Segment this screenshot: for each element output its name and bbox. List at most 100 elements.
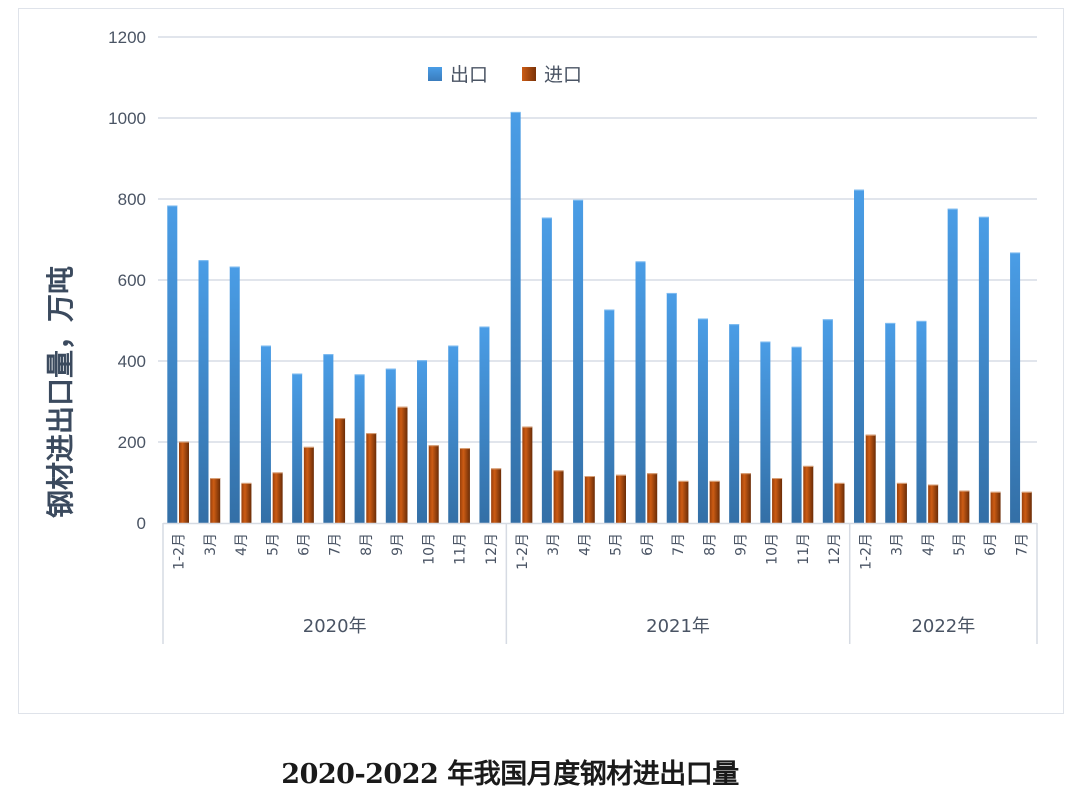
x-tick-label: 11月 [453,533,469,565]
bar-import [772,478,783,523]
y-tick-label: 800 [118,190,146,209]
bar-export [729,324,740,523]
bar-import [740,473,751,523]
x-tick-label: 10月 [765,533,781,565]
legend-label-import: 进口 [544,64,582,86]
bar-export [510,111,521,524]
bar-export [1010,252,1021,523]
x-group-label: 2021年 [646,616,710,637]
x-tick-label: 3月 [546,533,562,556]
bar-export [791,346,802,523]
bar-export [323,354,334,523]
legend-swatch-import [522,67,536,81]
bar-export [604,309,615,523]
bar-import [584,476,595,523]
bar-import [647,473,658,523]
bar-import [272,472,283,523]
x-tick-label: 9月 [733,533,749,556]
x-tick-label: 5月 [265,533,281,556]
bar-export [229,266,240,523]
bar-export [448,345,459,523]
x-tick-label: 1-2月 [172,533,188,570]
bar-import [491,468,502,523]
bar-import [210,478,221,523]
x-tick-label: 7月 [328,533,344,556]
bar-import [459,448,470,523]
bar-export [573,199,584,523]
x-tick-label: 8月 [702,533,718,556]
x-tick-label: 10月 [421,533,437,565]
bar-import [803,465,814,523]
bars [167,111,1032,524]
x-tick-label: 11月 [796,533,812,565]
bar-import [865,434,876,523]
x-axis: 1-2月 3月 4月 5月 6月 7月 8月 9月 10月 11月 12月 2020年 1-2月 3月 4月… [162,522,1038,644]
bar-import [616,474,626,523]
gridlines [158,36,1037,443]
x-tick-label: 1-2月 [515,533,531,570]
chart-caption: 2020-2022 年我国月度钢材进出口量 [281,759,739,790]
bar-import [834,482,845,523]
bar-import [959,490,970,523]
bar-import [1021,491,1032,523]
y-tick-label: 200 [118,433,146,452]
bar-import [241,482,252,523]
bar-export [697,318,708,523]
bar-export [822,319,833,523]
x-tick-label: 1-2月 [858,533,874,570]
bar-import [366,433,377,523]
legend-swatch-export [428,67,442,81]
bar-import [709,480,720,523]
bar-export [417,360,428,523]
bar-export [354,374,365,523]
legend: 出口 进口 [428,64,582,86]
bar-export [292,373,303,523]
y-tick-label: 1000 [108,109,146,128]
bar-export [947,208,958,523]
bar-export [198,260,209,523]
y-tick-label: 400 [118,352,146,371]
bar-export [885,322,896,523]
x-tick-label: 12月 [484,533,500,565]
x-tick-label: 4月 [921,533,937,556]
x-group-label: 2020年 [303,616,367,637]
x-tick-label: 7月 [671,533,687,556]
legend-label-export: 出口 [450,64,488,86]
x-tick-label: 7月 [1014,533,1030,556]
x-tick-label: 9月 [390,533,406,556]
bar-import [428,445,439,523]
x-tick-label: 6月 [296,533,312,556]
y-tick-label: 1200 [108,28,146,47]
x-tick-label: 5月 [952,533,968,556]
x-tick-label: 6月 [983,533,999,556]
bar-export [916,320,927,523]
bar-export [635,261,646,523]
bar-export [260,345,271,523]
bar-export [978,216,989,523]
bar-import [179,441,189,523]
y-tick-label: 0 [137,514,146,533]
y-tick-label: 600 [118,271,146,290]
x-tick-label: 5月 [609,533,625,556]
bar-export [760,341,771,523]
bar-import [928,484,939,523]
bar-import [397,406,408,523]
x-tick-label: 4月 [577,533,593,556]
x-tick-label: 3月 [890,533,906,556]
bar-import [896,482,907,523]
bar-import [678,480,689,523]
x-tick-label: 6月 [640,533,656,556]
x-tick-label: 4月 [234,533,250,556]
x-group-label: 2022年 [911,616,975,637]
bar-export [385,368,396,523]
bar-import [553,470,564,523]
x-tick-label: 12月 [827,533,843,565]
bar-export [666,292,677,523]
bar-export [854,189,865,523]
bar-import [303,446,314,523]
bar-export [479,326,490,523]
bar-export [541,217,552,523]
bar-import [990,491,1001,523]
bar-export [167,205,178,524]
